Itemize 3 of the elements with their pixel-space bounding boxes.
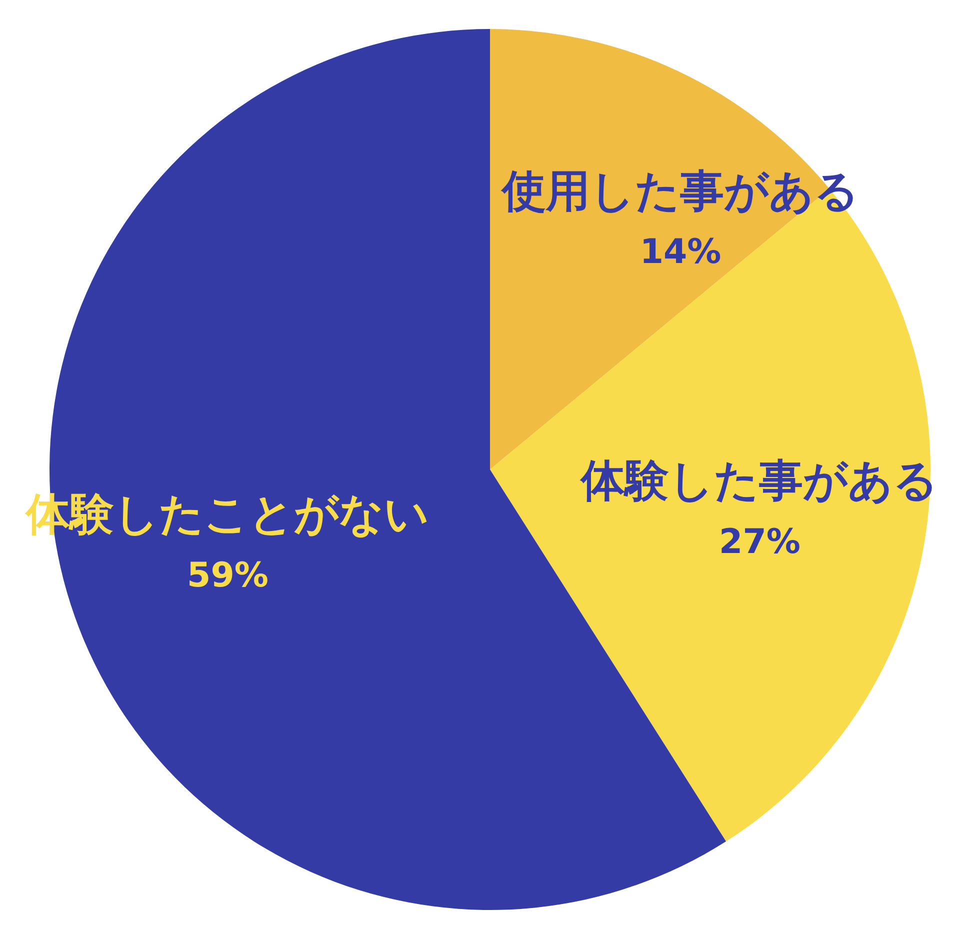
data-label: 59%: [187, 556, 268, 596]
data-label: 14%: [640, 232, 722, 272]
data-label: 27%: [719, 522, 800, 562]
